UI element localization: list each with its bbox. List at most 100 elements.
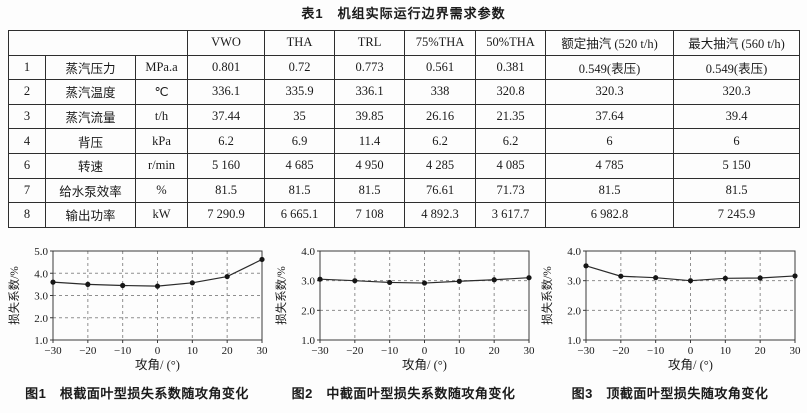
param-value: 336.1 — [187, 79, 266, 105]
x-tick-label: −30 — [577, 345, 595, 357]
param-value: 37.64 — [545, 103, 675, 130]
plot-border — [319, 250, 529, 341]
x-axis-label: 攻角/ (°) — [402, 358, 447, 372]
param-name: 蒸汽流量 — [45, 103, 136, 130]
param-value: 6 — [673, 128, 801, 154]
column-header: VWO — [187, 30, 266, 56]
param-value: 3 617.7 — [475, 202, 547, 228]
row-number: 2 — [8, 79, 46, 105]
data-point — [618, 273, 624, 279]
table-row: 6 转速 r/min 5 160 4 685 4 950 4 285 4 085 4 785 5 … — [8, 152, 801, 179]
param-value: 81.5 — [264, 177, 336, 204]
table-row: 7 给水泵效率% 81.5 81.5 81.5 76.61 71.73 81.5 81.5 — [8, 177, 801, 204]
figure-2: −30 −20 −10 0 10 20 30 1.0 2.0 3.0 4.0 损失系数/% 攻角/ (°… — [273, 246, 535, 402]
loss-coefficient-chart-mid-section: −30 −20 −10 0 10 20 30 1.0 2.0 3.0 4.0 损失系数/% 攻角/ (°… — [274, 246, 535, 372]
table-row: 3 蒸汽流量 t/h 37.44 35 39.85 26.16 21.35 37.64 39.4 — [8, 103, 801, 130]
param-value: 0.381 — [475, 54, 547, 81]
x-tick-label: −10 — [647, 345, 665, 357]
loss-coefficient-chart-root-section: −30 −20 −10 0 10 20 30 1.0 2.0 3.0 4.0 5.0 损失系数/% 攻角/… — [7, 246, 268, 372]
column-header: 最大抽汽 (560 t/h) — [673, 30, 801, 56]
y-tick-label: 4.0 — [567, 246, 581, 258]
table-header-row: VWO THA TRL 75%THA 50%THA 额定抽汽 (520 t/h) 最大抽汽 … — [7, 30, 801, 56]
param-value: 76.61 — [404, 177, 477, 204]
param-value: 39.85 — [334, 103, 406, 130]
y-tick-label: 2.0 — [34, 313, 48, 325]
figure-1-caption: 图1 根截面叶型损失系数随攻角变化 — [25, 386, 249, 401]
param-value: 7 290.9 — [187, 202, 266, 228]
data-point — [525, 275, 532, 281]
param-value: 5 150 — [673, 152, 801, 179]
param-value: 335.9 — [264, 79, 336, 105]
x-tick-label: −10 — [381, 345, 399, 357]
parameters-table-wrap: VWO THA TRL 75%THA 50%THA 额定抽汽 (520 t/h) 最大抽汽 … — [7, 30, 801, 228]
y-tick-label: 2.0 — [567, 305, 581, 317]
data-point — [386, 279, 392, 286]
figures-row: −30 −20 −10 0 10 20 30 1.0 2.0 3.0 4.0 5.0 损失系数/% 攻角/… — [6, 246, 801, 402]
figure-3: −30 −20 −10 0 10 20 30 1.0 2.0 3.0 4.0 损失系数/% 攻角/ (°… — [539, 246, 801, 402]
param-value: 0.72 — [264, 54, 336, 81]
param-name: 输出功率 — [45, 202, 136, 228]
plot-border — [52, 250, 263, 341]
y-tick-label: 3.0 — [301, 276, 315, 288]
param-unit: % — [134, 177, 189, 204]
figure-3-caption: 图3 顶截面叶型损失随攻角变化 — [571, 386, 769, 401]
column-header: 50%THA — [475, 30, 547, 56]
param-value: 4 085 — [475, 152, 547, 179]
param-name: 给水泵效率 — [45, 177, 136, 204]
row-number: 6 — [8, 152, 46, 179]
param-value: 6 — [545, 128, 675, 154]
x-tick-label: 0 — [421, 345, 427, 357]
param-value: 4 685 — [264, 152, 336, 179]
param-value: 71.73 — [475, 177, 547, 204]
param-value: 81.5 — [673, 177, 801, 204]
data-point — [687, 278, 694, 284]
data-point — [792, 273, 798, 279]
data-point — [653, 275, 659, 281]
table-row: 4 背压 kPa 6.2 6.9 11.4 6.2 6.2 6 6 — [8, 128, 801, 154]
param-name: 转速 — [45, 152, 136, 179]
param-value: 320.3 — [673, 79, 801, 105]
data-point — [583, 263, 589, 269]
param-value: 26.16 — [404, 103, 477, 130]
param-value: 6 982.8 — [545, 202, 675, 228]
column-header: THA — [264, 30, 336, 56]
param-value: 0.549(表压) — [673, 54, 801, 81]
data-point — [85, 281, 91, 287]
param-name: 蒸汽温度 — [45, 79, 136, 105]
param-value: 0.801 — [187, 54, 266, 81]
param-value: 21.35 — [475, 103, 547, 130]
row-number: 3 — [8, 103, 46, 130]
x-tick-label: 30 — [790, 345, 802, 357]
data-point — [120, 282, 126, 289]
data-point — [224, 273, 230, 280]
data-point — [316, 276, 323, 282]
param-name: 背压 — [45, 128, 136, 154]
x-tick-label: 10 — [720, 345, 732, 357]
param-value: 6.2 — [404, 128, 477, 154]
param-unit: kPa — [134, 128, 189, 154]
data-point — [456, 278, 462, 284]
param-value: 6.2 — [187, 128, 266, 154]
param-value: 81.5 — [545, 177, 675, 204]
data-point — [259, 256, 265, 263]
figure-2-caption: 图2 中截面叶型损失系数随攻角变化 — [291, 386, 516, 401]
column-header: 75%THA — [404, 30, 477, 56]
row-number: 8 — [8, 202, 46, 228]
param-value: 336.1 — [334, 79, 406, 105]
column-header: TRL — [334, 30, 406, 56]
param-value: 81.5 — [187, 177, 266, 204]
column-header: 额定抽汽 (520 t/h) — [545, 30, 675, 56]
param-value: 11.4 — [334, 128, 406, 154]
row-number: 4 — [8, 128, 46, 154]
y-tick-label: 3.0 — [567, 276, 581, 288]
x-axis-label: 攻角/ (°) — [668, 358, 713, 372]
x-tick-label: −30 — [44, 345, 62, 357]
x-tick-label: 10 — [453, 345, 465, 357]
data-point — [491, 277, 497, 283]
table-row: 2 蒸汽温度 ℃ 336.1 335.9 336.1 338 320.8 320.3 320.3 — [8, 79, 801, 105]
y-tick-label: 1.0 — [567, 335, 581, 347]
y-axis-label: 损失系数/% — [274, 266, 288, 325]
data-point — [722, 275, 728, 281]
param-value: 7 245.9 — [673, 202, 801, 228]
